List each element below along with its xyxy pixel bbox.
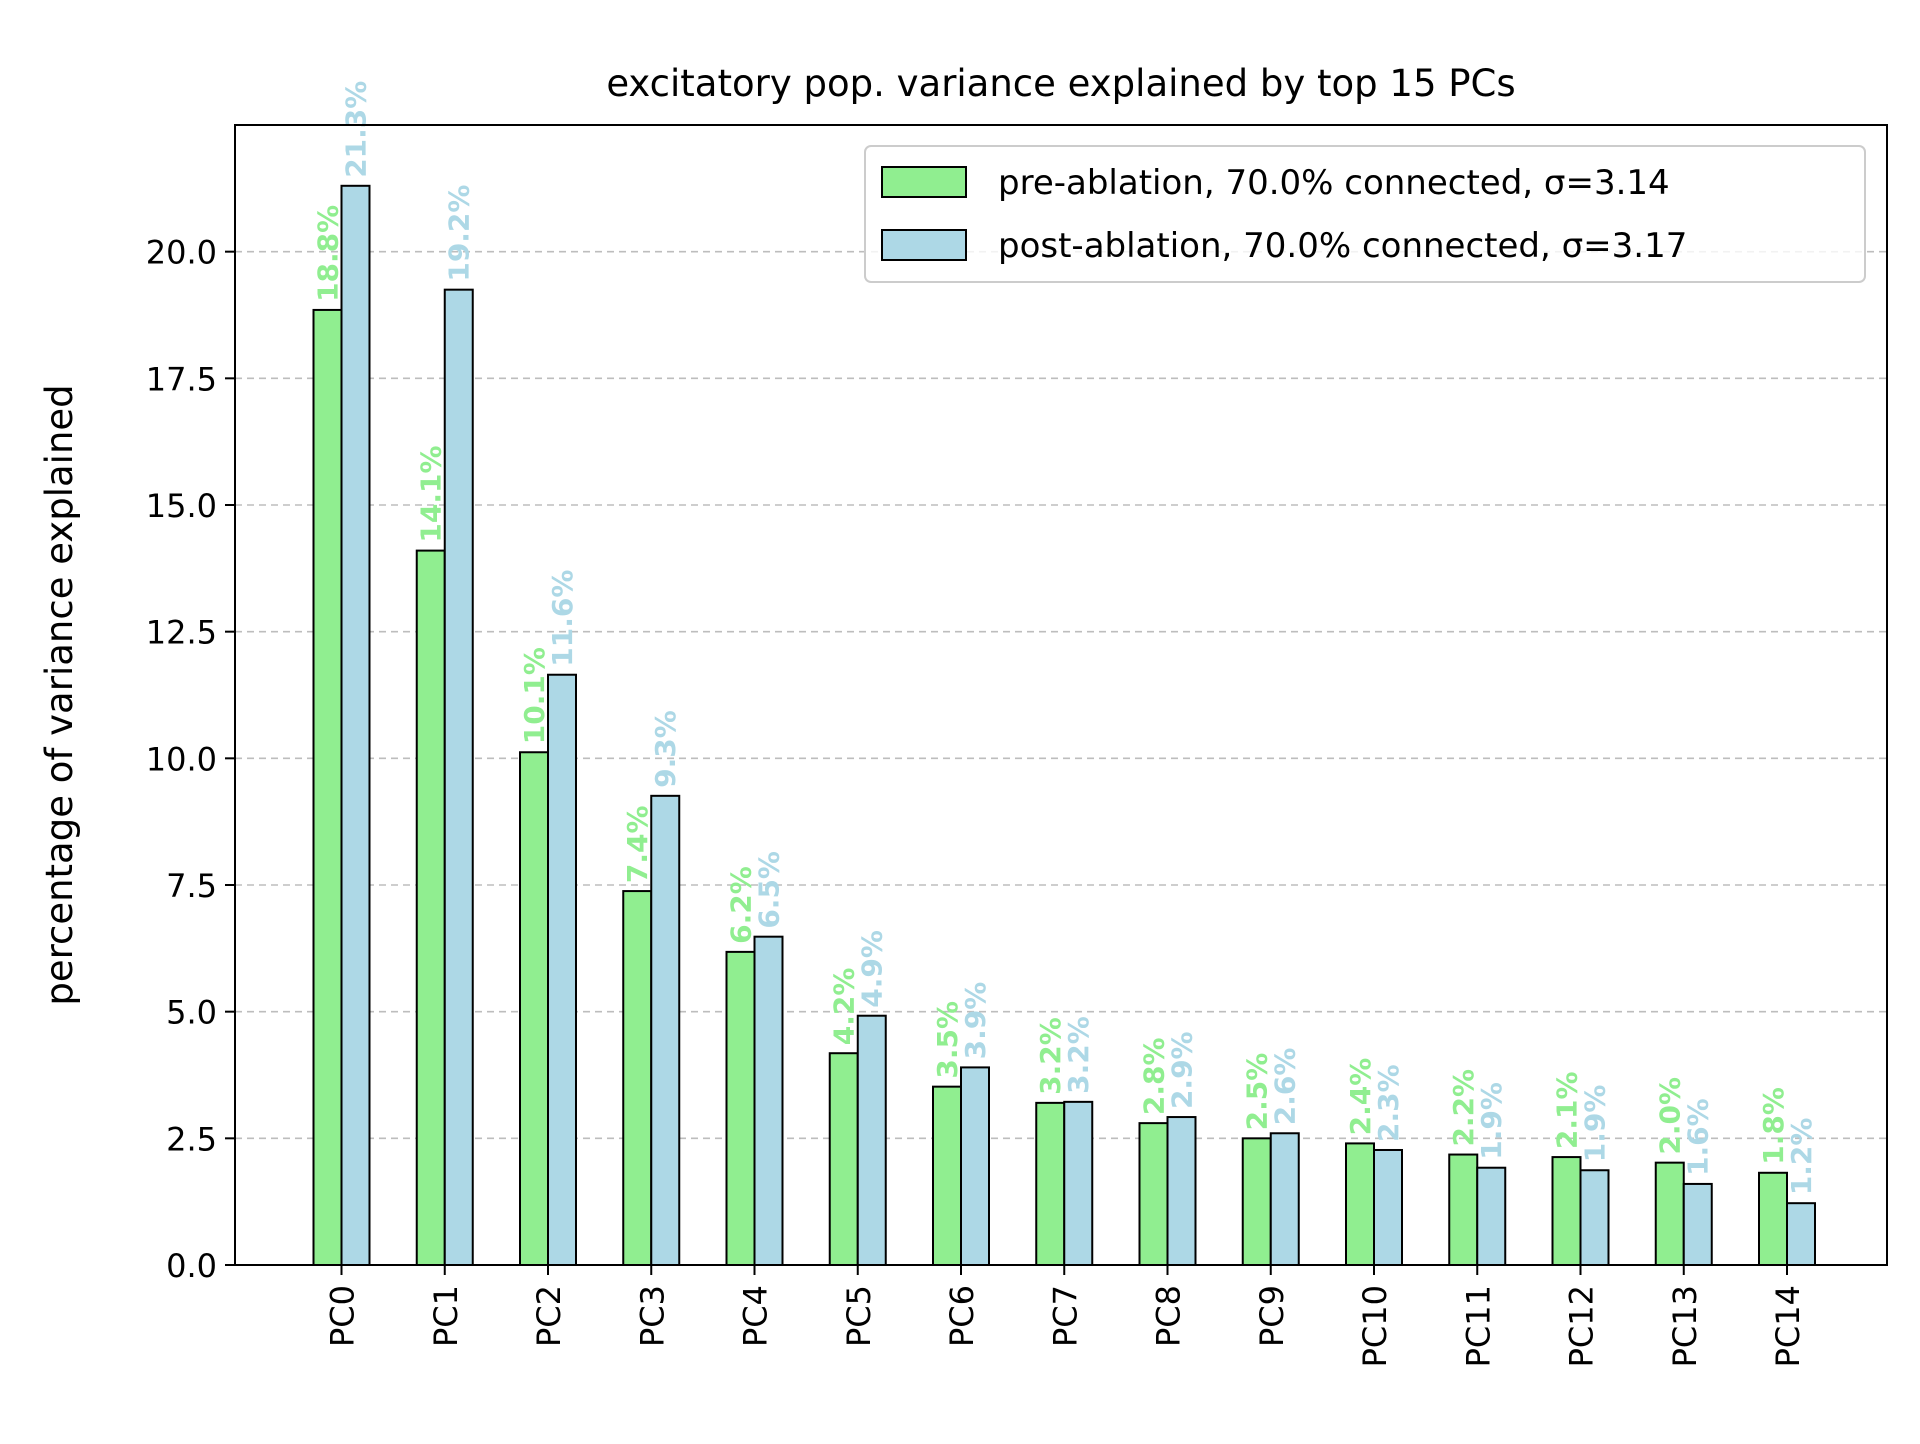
y-tick-label: 10.0 [146, 740, 217, 778]
x-tick-label: PC7 [1046, 1285, 1084, 1347]
data-label-pre: 18.8% [312, 205, 345, 302]
bar-pre [1758, 1171, 1788, 1266]
data-label-post: 1.2% [1785, 1118, 1818, 1196]
y-tick-label: 0.0 [166, 1247, 217, 1285]
data-label-pre: 14.1% [415, 445, 448, 542]
data-label-post: 11.6% [546, 570, 579, 667]
bar-post [547, 673, 577, 1266]
data-label-pre: 3.5% [931, 1001, 964, 1079]
y-tick-label: 20.0 [146, 234, 217, 272]
bar-pre [312, 308, 343, 1266]
bar-post [1063, 1100, 1094, 1267]
bar-post [960, 1066, 990, 1267]
y-tick-label: 17.5 [146, 360, 217, 398]
x-tick-label: PC9 [1253, 1285, 1291, 1347]
legend-label-post-ablation: post-ablation, 70.0% connected, σ=3.17 [998, 226, 1687, 266]
bar-pre [1241, 1137, 1272, 1267]
data-label-post: 3.2% [1062, 1016, 1095, 1094]
x-tick-label: PC2 [530, 1285, 568, 1347]
legend-box [864, 145, 1866, 283]
bar-pre [1345, 1142, 1375, 1267]
data-label-post: 1.9% [1475, 1082, 1508, 1160]
bar-pre [622, 890, 653, 1267]
x-tick-label: PC1 [427, 1285, 465, 1347]
data-label-pre: 10.1% [518, 647, 551, 744]
bar-post [1373, 1148, 1403, 1267]
data-label-post: 2.6% [1269, 1048, 1302, 1126]
legend-label-pre-ablation: pre-ablation, 70.0% connected, σ=3.14 [998, 163, 1670, 203]
data-label-post: 21.3% [340, 81, 373, 178]
bar-pre [932, 1085, 962, 1266]
legend-swatch-post-ablation [881, 229, 967, 261]
data-label-pre: 6.2% [725, 866, 758, 944]
data-label-post: 2.9% [1166, 1031, 1199, 1109]
data-label-pre: 2.1% [1551, 1071, 1584, 1149]
x-tick-label: PC12 [1563, 1285, 1601, 1367]
legend: pre-ablation, 70.0% connected, σ=3.14 po… [864, 145, 1866, 283]
data-label-post: 4.9% [856, 930, 889, 1008]
x-tick-label: PC5 [840, 1285, 878, 1347]
x-tick-label: PC11 [1459, 1285, 1497, 1367]
bar-post [1269, 1132, 1300, 1267]
y-tick-label: 5.0 [166, 994, 217, 1032]
chart-title: excitatory pop. variance explained by to… [606, 62, 1515, 105]
data-label-post: 9.3% [649, 710, 682, 788]
data-label-pre: 2.8% [1138, 1037, 1171, 1115]
bar-pre [828, 1052, 859, 1267]
data-label-post: 1.6% [1682, 1098, 1715, 1176]
bar-post [1579, 1169, 1610, 1266]
x-tick-label: PC6 [943, 1285, 981, 1347]
data-label-pre: 7.4% [621, 805, 654, 883]
x-tick-label: PC13 [1666, 1285, 1704, 1367]
plot-frame [234, 124, 1888, 1266]
data-label-post: 2.3% [1372, 1064, 1405, 1142]
x-tick-label: PC8 [1150, 1285, 1188, 1347]
bar-post [753, 935, 784, 1266]
bar-post [443, 288, 474, 1266]
bar-labels: 18.8% 21.3% 14.1% 19.2% 10.1%11.6% 7.4% 9.3% 6.… [312, 81, 1819, 1196]
y-tick-label: 12.5 [146, 614, 217, 652]
bar-post [650, 794, 681, 1266]
bar-pre [1138, 1122, 1169, 1266]
y-axis-label: percentage of variance explained [38, 384, 81, 1005]
y-tick-label: 2.5 [166, 1120, 217, 1158]
y-tick-label: 7.5 [166, 867, 217, 905]
bar-pre [1448, 1153, 1479, 1266]
x-tick-label: PC14 [1769, 1285, 1807, 1367]
data-label-pre: 2.5% [1241, 1053, 1274, 1131]
data-label-pre: 1.8% [1757, 1087, 1790, 1165]
bar-pre [1035, 1101, 1066, 1267]
data-label-post: 1.9% [1579, 1085, 1612, 1163]
bar-pre [725, 950, 756, 1266]
bar-post [1786, 1202, 1816, 1266]
data-label-post: 3.9% [959, 982, 992, 1060]
data-label-pre: 2.0% [1654, 1077, 1687, 1155]
bar-post [1476, 1166, 1507, 1266]
bar-post [1166, 1116, 1197, 1267]
legend-swatch-pre-ablation [881, 166, 967, 198]
bar-pre [1551, 1156, 1582, 1266]
y-axis: 0.0 2.5 5.0 7.5 10.0 12.5 15.0 17.5 20.0 [146, 234, 235, 1285]
data-label-pre: 2.4% [1344, 1058, 1377, 1136]
x-tick-label: PC4 [737, 1285, 775, 1347]
bars [312, 184, 1816, 1267]
x-tick-label: PC0 [324, 1285, 362, 1347]
x-axis: PC0 PC1 PC2 PC3 PC4 PC5 PC6 PC7 PC8 PC9 PC10 PC11 PC… [324, 1265, 1807, 1367]
y-tick-label: 15.0 [146, 487, 217, 525]
bar-post [340, 184, 371, 1266]
bar-pre [415, 549, 446, 1266]
data-label-pre: 2.2% [1447, 1069, 1480, 1147]
data-label-pre: 3.2% [1034, 1017, 1067, 1095]
data-label-post: 6.5% [753, 851, 786, 929]
bar-post [856, 1014, 887, 1266]
bar-pre [1654, 1161, 1685, 1266]
x-tick-label: PC10 [1356, 1285, 1394, 1367]
bar-pre [519, 751, 549, 1266]
data-label-pre: 4.2% [828, 968, 861, 1046]
data-label-post: 19.2% [443, 185, 476, 282]
bar-post [1682, 1182, 1713, 1267]
x-tick-label: PC3 [633, 1285, 671, 1347]
